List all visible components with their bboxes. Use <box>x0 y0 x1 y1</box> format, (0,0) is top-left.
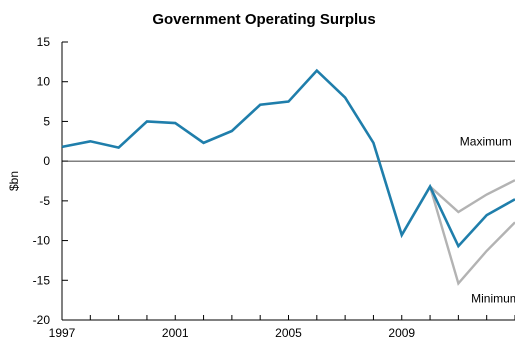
y-tick-label: 15 <box>37 35 51 49</box>
series-layer <box>61 68 515 286</box>
x-tick-label: 1997 <box>49 326 76 340</box>
chart-title: Government Operating Surplus <box>152 11 375 28</box>
annotation-maximum: Maximum <box>460 134 512 148</box>
y-tick-label: -10 <box>33 234 51 248</box>
annotation-minimum: Minimum <box>471 292 515 306</box>
y-tick-label: -15 <box>33 273 51 287</box>
y-tick-label: 10 <box>37 75 51 89</box>
x-tick-label: 2009 <box>388 326 415 340</box>
y-tick-label: -20 <box>33 313 51 327</box>
y-tick-label: 5 <box>43 114 50 128</box>
x-tick-label: 2005 <box>275 326 302 340</box>
series-line-main <box>61 68 515 249</box>
y-axis-title: $bn <box>7 171 21 191</box>
y-tick-label: 0 <box>43 154 50 168</box>
series-line-minimum <box>428 186 515 286</box>
y-tick-label: -5 <box>39 194 50 208</box>
x-tick-label: 2001 <box>162 326 189 340</box>
axes <box>61 41 515 321</box>
series-line-maximum <box>429 179 515 214</box>
